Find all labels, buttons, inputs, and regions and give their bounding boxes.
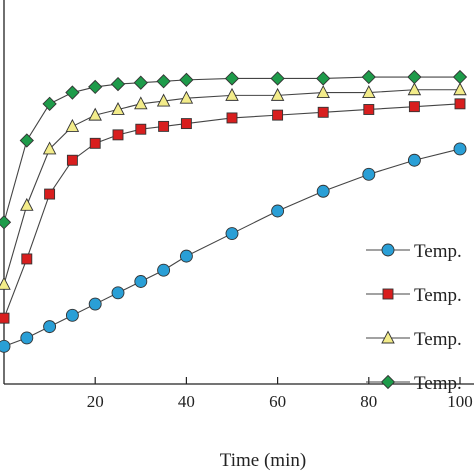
series-4-point-12 [361, 69, 376, 85]
series-2-point-8 [180, 118, 192, 130]
legend-marker-3 [381, 330, 395, 344]
series-1-point-10 [271, 204, 285, 218]
series-3-point-11 [316, 85, 330, 99]
series-2-point-5 [112, 129, 124, 141]
series-1-point-14 [453, 142, 467, 156]
series-1-point-7 [157, 263, 171, 277]
series-4-point-5 [110, 76, 126, 92]
series-4-point-6 [133, 75, 148, 90]
series-2-point-0 [0, 312, 10, 324]
series-1-point-1 [20, 331, 34, 345]
series-2-point-10 [272, 109, 284, 121]
series-1-point-3 [65, 308, 79, 322]
series-2-point-11 [317, 106, 329, 118]
x-ticks: 20 40 60 80 100 [87, 377, 473, 411]
series-4-point-3 [65, 85, 80, 100]
series-2-point-7 [158, 120, 170, 132]
legend: Temp. Temp. Temp. Temp. [366, 241, 462, 394]
series-2-point-13 [408, 101, 420, 113]
x-tick-label-100: 100 [447, 392, 473, 411]
series-4-point-2 [42, 96, 57, 111]
series-2-line [3, 103, 461, 319]
series-4-point-4 [88, 79, 103, 95]
legend-marker-1 [381, 243, 395, 257]
legend-label-1: Temp. [414, 241, 462, 262]
series-1-point-8 [179, 249, 193, 263]
series-4-point-0 [0, 215, 12, 230]
series-3-point-9 [225, 87, 239, 101]
series-4-point-9 [224, 71, 240, 86]
series-4-point-8 [179, 72, 194, 88]
series-3-point-1 [20, 197, 34, 211]
series-3-point-10 [270, 87, 285, 101]
series-3-point-13 [407, 82, 422, 96]
series-3-point-0 [0, 276, 11, 290]
series-1-point-4 [88, 297, 102, 311]
legend-marker-2 [382, 288, 394, 300]
series-2-point-2 [44, 188, 56, 200]
axes [3, 0, 474, 385]
series-1-point-5 [111, 286, 125, 300]
x-axis-title: Time (min) [220, 450, 306, 471]
x-tick-label-40: 40 [178, 392, 195, 411]
series-2-point-6 [135, 123, 147, 135]
series-3-point-5 [111, 102, 125, 115]
series-1-point-0 [0, 339, 11, 353]
series-2-point-14 [454, 98, 466, 110]
series-markers [0, 69, 468, 353]
legend-label-4: Temp. [414, 373, 462, 394]
series-4-point-10 [270, 71, 285, 86]
series-4-point-13 [407, 69, 422, 85]
series-3-point-2 [42, 141, 57, 155]
legend-marker-4 [380, 374, 396, 390]
x-tick-label-60: 60 [269, 392, 286, 411]
series-1-point-9 [225, 227, 239, 241]
x-tick-label-20: 20 [87, 392, 104, 411]
series-3-point-12 [362, 85, 376, 99]
series-4-point-14 [452, 69, 468, 85]
legend-label-3: Temp. [414, 329, 462, 350]
series-4-point-7 [156, 74, 171, 89]
series-2-point-1 [21, 253, 33, 265]
legend-label-2: Temp. [414, 285, 462, 306]
series-3-point-14 [453, 82, 467, 96]
series-3-point-3 [65, 118, 80, 132]
series-3-point-4 [88, 107, 102, 121]
series-1-point-6 [134, 275, 148, 288]
series-3-point-6 [134, 96, 148, 110]
series-4-point-1 [19, 133, 34, 148]
series-2-point-3 [66, 154, 78, 166]
series-1-point-12 [362, 167, 376, 181]
series-1-point-11 [316, 184, 330, 198]
series-1-point-2 [43, 320, 57, 334]
series-3-point-8 [179, 90, 194, 104]
series-2-point-12 [363, 104, 375, 115]
series-2-point-4 [89, 137, 101, 149]
x-tick-label-80: 80 [360, 392, 377, 411]
series-3-point-7 [156, 93, 171, 107]
series-1-point-13 [407, 153, 421, 167]
series-2-point-9 [226, 112, 238, 124]
series-4-point-11 [316, 71, 331, 86]
